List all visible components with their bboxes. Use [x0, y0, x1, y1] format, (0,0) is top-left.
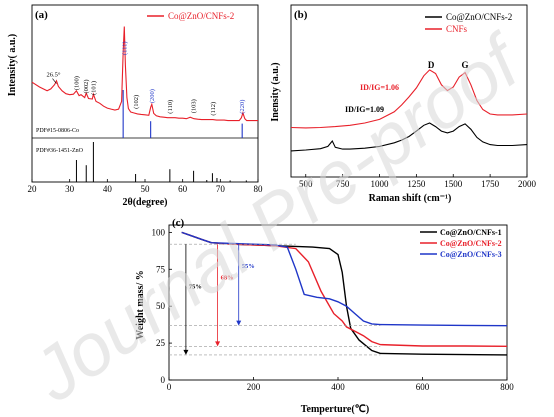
raman-series-line-1 — [290, 122, 528, 152]
xrd-peak-label: (101) — [90, 81, 97, 95]
raman-ratio-label-composite: ID/IG=1.09 — [345, 105, 384, 114]
panel-c-legend-label: Co@ZnO/CNFs-3 — [440, 250, 502, 259]
xrd-peak-label: (112) — [210, 102, 217, 116]
raman-d-band-label: D — [428, 60, 435, 70]
panel-a-xtick-label: 80 — [254, 184, 264, 194]
raman-g-band-label: G — [462, 60, 469, 70]
xrd-peak-label: (200) — [149, 89, 156, 103]
xrd-peak-label: (102) — [133, 95, 140, 109]
tga-mass-loss-label: 75% — [189, 283, 202, 290]
panel-c-plot: 0 200 400 600 800 0 25 50 75 100 75% 68% 55% — [152, 227, 515, 392]
panel-c-legend-label: Co@ZnO/CNFs-2 — [440, 239, 502, 248]
panel-a-xtick-label: 40 — [103, 184, 113, 194]
panel-c-label: (c) — [172, 217, 185, 229]
tga-mass-loss-arrowhead — [236, 320, 242, 326]
xrd-peak-label: (100) — [73, 76, 80, 90]
xrd-annotation-arrow — [52, 78, 57, 84]
panel-c-ytick-label: 50 — [156, 301, 166, 311]
raman-ratio-label-cnfs: ID/IG=1.06 — [360, 83, 399, 92]
panel-c-legend-label: Co@ZnO/CNFs-1 — [440, 228, 502, 237]
xrd-series-line — [31, 26, 258, 122]
panel-a-xrd: (a) Intensity( a.u.) 2θ(degree) Co@ZnO/C… — [7, 4, 264, 208]
panel-c-xtick-label: 800 — [500, 382, 514, 392]
panel-c-xtick-label: 600 — [416, 382, 430, 392]
panel-b-xtick-label: 1750 — [481, 179, 500, 189]
panel-b-xtick-label: 2000 — [518, 179, 537, 189]
panel-c-ytick-label: 100 — [152, 227, 166, 237]
panel-b-label: (b) — [294, 9, 308, 21]
reference-label-co: PDF#15-0806-Co — [36, 128, 79, 134]
xrd-peak-label: (111) — [121, 41, 128, 55]
panel-c-ytick-label: 75 — [156, 264, 166, 274]
panel-b-xtick-label: 500 — [299, 179, 313, 189]
panel-a-xtick-label: 20 — [28, 184, 38, 194]
panel-b-raman: (b) Inensity (a.u.) Raman shift (cm⁻¹) C… — [270, 4, 537, 204]
panel-c-ylabel: Weight mass/ % — [135, 270, 146, 339]
panel-c-tga: (c) Weight mass/ % Temperture(℃) Co@ZnO/… — [135, 217, 514, 415]
xrd-peak-label: (103) — [191, 99, 198, 113]
panel-b-xtick-label: 750 — [336, 179, 350, 189]
panel-b-xtick-label: 1250 — [407, 179, 426, 189]
panel-c-ytick-label: 0 — [161, 375, 166, 385]
panel-c-legend: Co@ZnO/CNFs-1 Co@ZnO/CNFs-2 Co@ZnO/CNFs-3 — [420, 228, 502, 259]
tga-mass-loss-label: 68% — [221, 275, 234, 282]
panel-b-plot: 500 750 1000 1250 1500 1750 2000 D G ID/IG=1.06 ID… — [290, 60, 537, 189]
panel-a-xtick-label: 50 — [141, 184, 151, 194]
panel-b-legend-label-1: Co@ZnO/CNFs-2 — [446, 12, 512, 22]
xrd-peak-label: (220) — [239, 100, 246, 114]
panel-b-ylabel: Inensity (a.u.) — [270, 62, 281, 121]
panel-b-xlabel: Raman shift (cm⁻¹) — [369, 193, 452, 204]
panel-b-xtick-label: 1000 — [371, 179, 390, 189]
panel-a-xtick-label: 60 — [178, 184, 188, 194]
panel-c-xlabel: Temperture(℃) — [301, 404, 369, 415]
raman-series-line-2 — [290, 69, 528, 129]
panel-a-label: (a) — [35, 9, 48, 21]
panel-b-frame — [290, 4, 528, 178]
tga-series-line-3 — [181, 231, 508, 327]
panel-a-xtick-label: 70 — [216, 184, 226, 194]
tga-mass-loss-arrowhead — [183, 349, 189, 355]
panel-c-xtick-label: 200 — [247, 382, 261, 392]
panel-a-plot: 20 30 40 50 60 70 80 26.5° (100) (002) (101) (111) (… — [28, 26, 264, 194]
tga-mass-loss-arrowhead — [215, 341, 221, 347]
xrd-annotation-label: 26.5° — [46, 72, 60, 79]
panel-a-xlabel: 2θ(degree) — [122, 197, 167, 208]
panel-a-xtick-label: 30 — [65, 184, 75, 194]
panel-c-xtick-label: 400 — [331, 382, 345, 392]
panel-c-xtick-label: 0 — [167, 382, 172, 392]
xrd-peak-label: (110) — [167, 100, 174, 114]
panel-b-legend-label-2: CNFs — [446, 24, 468, 34]
tga-mass-loss-label: 55% — [242, 263, 255, 270]
reference-label-zno: PDF#36-1451-ZnO — [36, 148, 84, 154]
panel-a-legend-label: Co@ZnO/CNFs-2 — [168, 11, 234, 21]
xrd-peak-label: (002) — [83, 79, 90, 93]
panel-c-ytick-label: 25 — [156, 338, 166, 348]
panel-b-xtick-label: 1500 — [444, 179, 463, 189]
panel-a-ylabel: Intensity( a.u.) — [7, 34, 18, 97]
